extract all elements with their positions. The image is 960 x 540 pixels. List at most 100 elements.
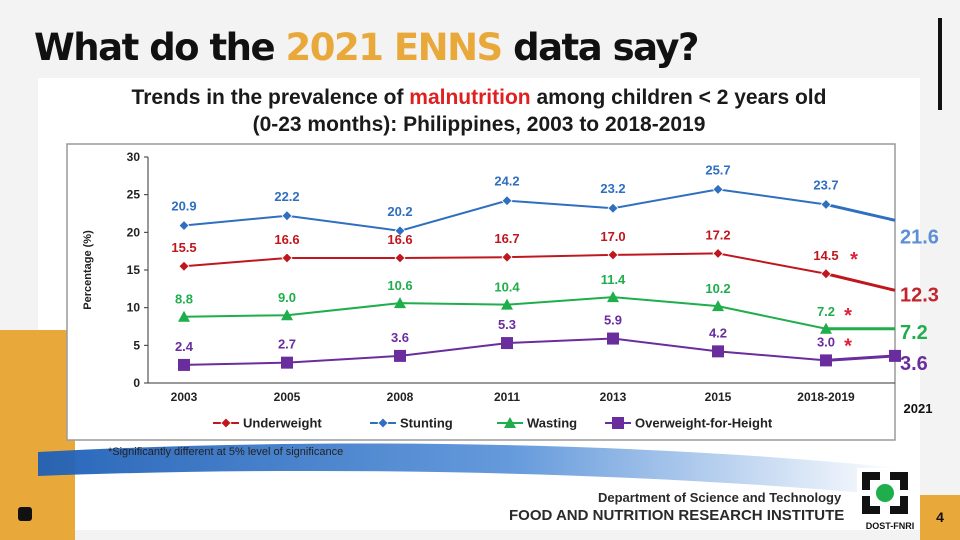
footer-department: Department of Science and Technology [598, 490, 842, 505]
series-marker [607, 332, 619, 345]
series-marker [607, 291, 619, 303]
x-tick-label-2021: 2021 [904, 401, 933, 416]
series-marker [281, 252, 293, 264]
legend-marker [504, 417, 516, 428]
data-label: 20.2 [387, 204, 412, 219]
x-tick-label: 2015 [705, 390, 732, 404]
series-marker [281, 309, 293, 321]
series-marker-2021 [889, 349, 901, 362]
accent-block-right [920, 495, 960, 540]
x-tick-label: 2008 [387, 390, 414, 404]
series-marker [178, 358, 190, 371]
y-tick-label: 20 [127, 225, 141, 239]
y-axis-label: Percentage (%) [82, 230, 94, 310]
series-marker [281, 210, 293, 222]
series-line-2021 [825, 354, 896, 362]
series-marker [281, 356, 293, 369]
plot-frame [66, 143, 896, 441]
title-highlight: 2021 ENNS [285, 26, 503, 69]
data-label: 8.8 [175, 292, 193, 307]
x-tick-label: 2018-2019 [797, 390, 855, 404]
data-label: 20.9 [171, 199, 196, 214]
series-marker [394, 252, 406, 264]
footer-institute: FOOD AND NUTRITION RESEARCH INSTITUTE [509, 507, 845, 524]
data-label: 10.2 [705, 281, 730, 296]
data-label: 2.7 [278, 337, 296, 352]
data-label-2021: 21.6 [900, 226, 939, 248]
data-label: 17.0 [600, 229, 625, 244]
significance-star: * [844, 335, 852, 357]
data-label: 3.6 [391, 330, 409, 345]
x-tick-label: 2013 [600, 390, 627, 404]
series-marker [820, 322, 832, 334]
data-label: 7.2 [817, 304, 835, 319]
legend-marker [612, 417, 624, 429]
dost-fnri-logo-mark [857, 468, 913, 518]
data-label-2021: 7.2 [900, 322, 928, 344]
series-marker [501, 195, 513, 207]
series-marker [394, 349, 406, 362]
series-marker [394, 297, 406, 309]
accent-block-left [0, 330, 75, 540]
data-label: 17.2 [705, 227, 730, 242]
data-label: 10.6 [387, 278, 412, 293]
y-tick-label: 25 [127, 188, 141, 202]
data-label: 22.2 [274, 189, 299, 204]
data-label: 25.7 [705, 162, 730, 177]
legend-label: Stunting [400, 416, 453, 431]
series-marker [607, 202, 619, 214]
series-marker [394, 225, 406, 237]
data-label: 16.7 [494, 231, 519, 246]
series-marker [712, 183, 724, 195]
significance-footnote: *Significantly different at 5% level of … [108, 446, 344, 458]
x-tick-label: 2011 [494, 390, 520, 404]
series-marker [712, 247, 724, 259]
data-label: 16.6 [274, 232, 299, 247]
series-marker [501, 298, 513, 310]
y-tick-label: 15 [127, 263, 141, 277]
data-label: 4.2 [709, 325, 727, 340]
data-label: 3.0 [817, 334, 835, 349]
y-tick-label: 0 [133, 376, 140, 390]
series-marker [712, 300, 724, 312]
series-marker [501, 251, 513, 263]
series-marker [712, 345, 724, 358]
series-marker [178, 310, 190, 322]
series-marker [820, 354, 832, 367]
series-line-2021 [825, 272, 896, 292]
legend-label: Wasting [527, 416, 577, 431]
x-tick-label: 2003 [171, 390, 198, 404]
data-label: 23.2 [600, 181, 625, 196]
logo-caption: DOST-FNRI [865, 521, 915, 531]
y-tick-label: 5 [133, 338, 140, 352]
significance-star: * [844, 305, 852, 327]
data-label: 14.5 [813, 248, 838, 263]
data-label: 15.5 [171, 240, 196, 255]
series-marker [178, 219, 190, 232]
slide-title: What do the 2021 ENNS data say? [34, 26, 700, 69]
series-marker [607, 249, 619, 261]
chart-title: Trends in the prevalence of malnutrition… [131, 86, 827, 136]
data-label: 2.4 [175, 339, 194, 354]
page-number: 4 [936, 509, 944, 525]
data-label: 23.7 [813, 177, 838, 192]
y-tick-label: 10 [127, 301, 141, 315]
data-label: 9.0 [278, 290, 296, 305]
data-label-2021: 3.6 [900, 353, 928, 375]
series-marker [501, 337, 513, 350]
significance-star: * [850, 249, 858, 271]
data-label: 10.4 [494, 280, 520, 295]
legend-label: Underweight [243, 416, 322, 431]
x-tick-label: 2005 [274, 390, 301, 404]
data-label: 5.9 [604, 313, 622, 328]
title-divider [938, 18, 942, 110]
footer-swoosh [38, 443, 900, 496]
data-label: 5.3 [498, 317, 516, 332]
series-marker [178, 260, 190, 272]
data-label: 11.4 [601, 272, 626, 287]
legend-marker [220, 417, 232, 429]
legend-marker [377, 417, 389, 429]
series-marker [820, 268, 832, 280]
series-marker [820, 198, 832, 211]
